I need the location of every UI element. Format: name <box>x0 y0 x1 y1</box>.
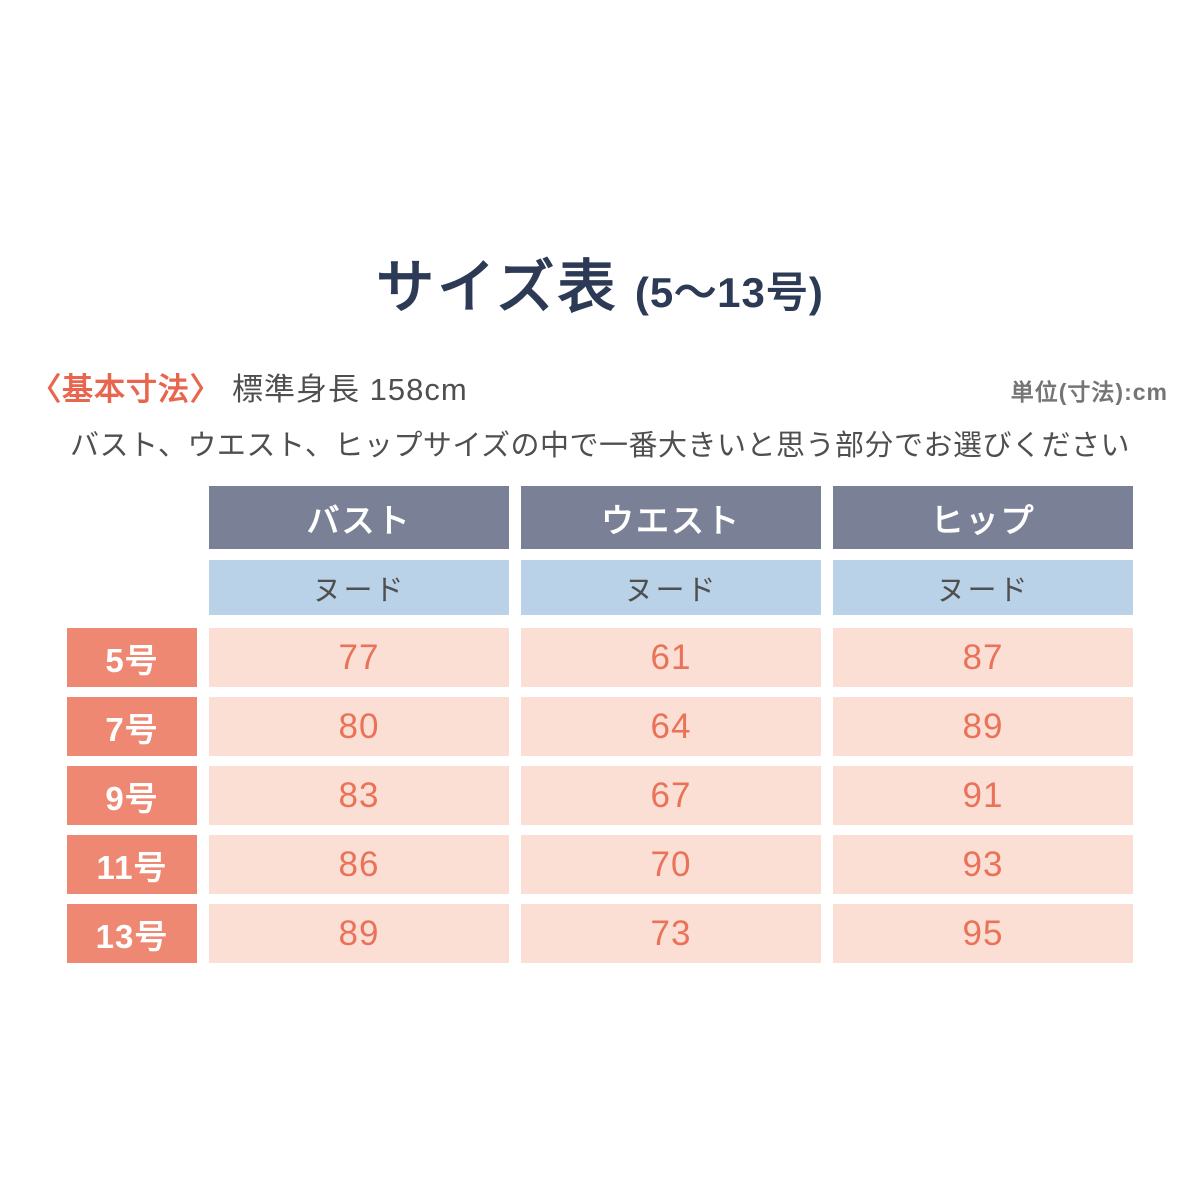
size9-waist-value: 67 <box>521 766 821 825</box>
selection-instruction: バスト、ウエスト、ヒップサイズの中で一番大きいと思う部分でお選びください <box>70 430 1130 462</box>
basic-dimensions-label: 〈基本寸法〉 <box>30 372 222 407</box>
table-row-size9: 9号 83 67 91 <box>67 766 1133 825</box>
row-label-size13: 13号 <box>67 904 197 963</box>
size7-bust-value: 80 <box>209 697 509 756</box>
column-header-waist: ウエスト <box>521 486 821 549</box>
info-row: 〈基本寸法〉 標準身長 158cm 単位(寸法):cm <box>0 364 1200 409</box>
page-title-range: (5〜13号) <box>634 269 824 316</box>
size9-hip-value: 91 <box>833 766 1133 825</box>
subheader-spacer-cell <box>67 560 197 615</box>
size13-waist-value: 73 <box>521 904 821 963</box>
size9-bust-value: 83 <box>209 766 509 825</box>
row-label-size5: 5号 <box>67 628 197 687</box>
table-row-size5: 5号 77 61 87 <box>67 628 1133 687</box>
size13-hip-value: 95 <box>833 904 1133 963</box>
size5-bust-value: 77 <box>209 628 509 687</box>
table-header-row: バスト ウエスト ヒップ <box>67 486 1133 549</box>
size11-waist-value: 70 <box>521 835 821 894</box>
page-title: サイズ表 (5〜13号) <box>0 0 1200 324</box>
table-subheader-row: ヌード ヌード ヌード <box>67 560 1133 615</box>
subheader-bust-nude: ヌード <box>209 560 509 615</box>
size7-waist-value: 64 <box>521 697 821 756</box>
header-spacer-cell <box>67 486 197 549</box>
size5-waist-value: 61 <box>521 628 821 687</box>
table-row-size11: 11号 86 70 93 <box>67 835 1133 894</box>
size7-hip-value: 89 <box>833 697 1133 756</box>
row-label-size9: 9号 <box>67 766 197 825</box>
column-header-bust: バスト <box>209 486 509 549</box>
subheader-hip-nude: ヌード <box>833 560 1133 615</box>
row-label-size7: 7号 <box>67 697 197 756</box>
standard-height-note: 標準身長 158cm <box>232 372 468 407</box>
basic-dimensions-note: 〈基本寸法〉 標準身長 158cm <box>30 364 468 409</box>
column-header-hip: ヒップ <box>833 486 1133 549</box>
table-row-size7: 7号 80 64 89 <box>67 697 1133 756</box>
row-label-size11: 11号 <box>67 835 197 894</box>
size11-hip-value: 93 <box>833 835 1133 894</box>
size-table: バスト ウエスト ヒップ ヌード ヌード ヌード 5号 77 61 87 7号 … <box>67 486 1133 963</box>
page-title-main: サイズ表 <box>376 255 619 320</box>
size11-bust-value: 86 <box>209 835 509 894</box>
size13-bust-value: 89 <box>209 904 509 963</box>
subheader-waist-nude: ヌード <box>521 560 821 615</box>
unit-label: 単位(寸法):cm <box>1010 379 1168 405</box>
table-row-size13: 13号 89 73 95 <box>67 904 1133 963</box>
size5-hip-value: 87 <box>833 628 1133 687</box>
